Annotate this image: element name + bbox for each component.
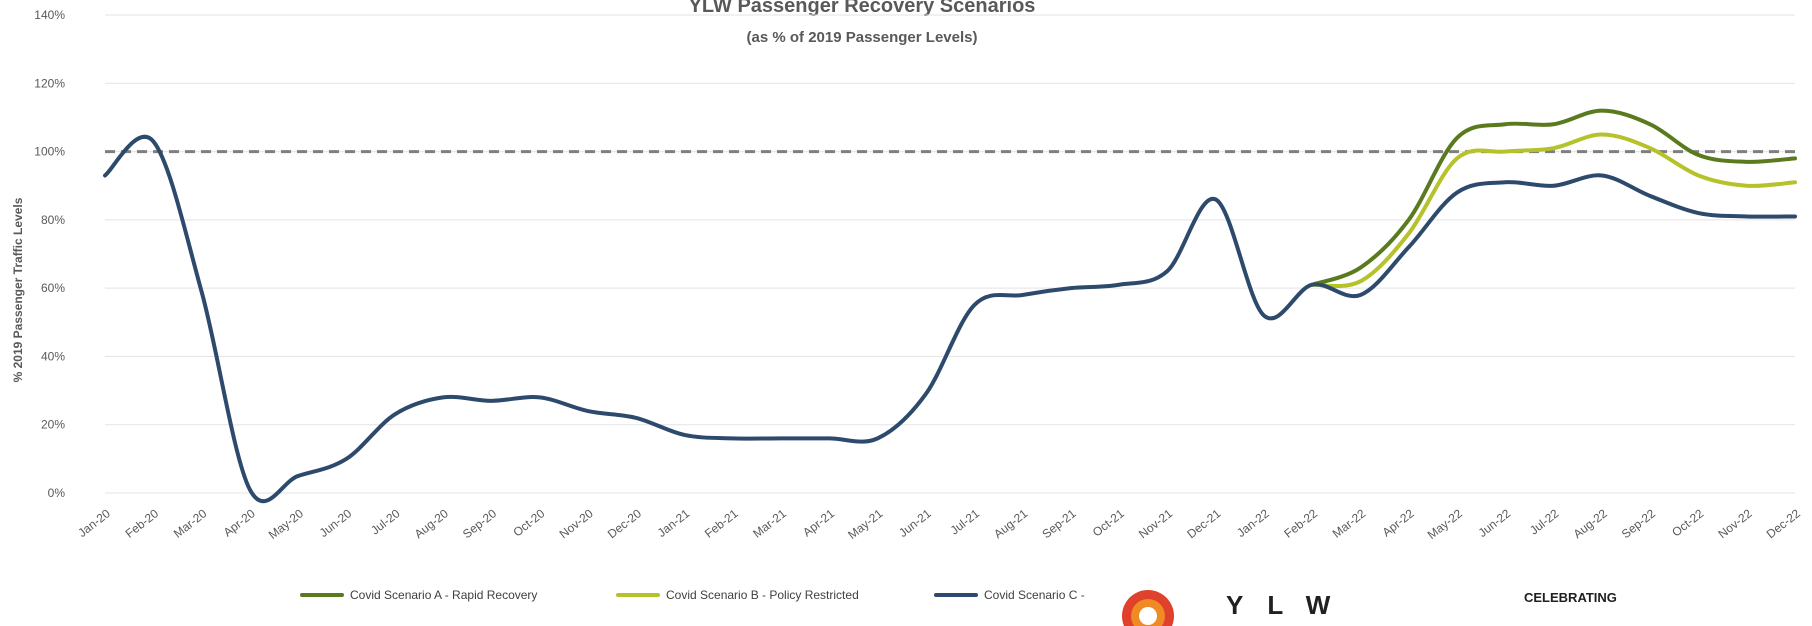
x-tick-label: Sep-21 — [1039, 506, 1078, 541]
x-tick-label: Jan-22 — [1234, 506, 1272, 540]
logo-celebrating-text: CELEBRATING — [1524, 590, 1617, 605]
x-tick-label: Oct-20 — [510, 506, 547, 539]
x-tick-label: Nov-22 — [1715, 506, 1754, 541]
x-tick-label: Jan-20 — [75, 506, 113, 540]
legend-item-c: Covid Scenario C - — [934, 588, 1085, 602]
chart-title: YLW Passenger Recovery Scenarios — [689, 0, 1036, 17]
x-tick-label: Dec-21 — [1184, 506, 1223, 541]
chart-subtitle: (as % of 2019 Passenger Levels) — [747, 29, 978, 46]
x-tick-label: Jul-21 — [948, 506, 983, 537]
legend-label-a: Covid Scenario A - Rapid Recovery — [350, 588, 538, 602]
series-line-a — [1310, 108, 1797, 287]
x-tick-label: Nov-21 — [1136, 506, 1175, 541]
x-tick-label: Jul-20 — [368, 506, 403, 537]
x-tick-label: May-22 — [1425, 506, 1465, 542]
x-tick-label: Mar-21 — [750, 506, 789, 541]
x-tick-label: Jun-22 — [1476, 506, 1514, 540]
ylw-logo-icon — [1122, 590, 1174, 626]
y-tick-label: 80% — [41, 213, 65, 227]
legend-item-a: Covid Scenario A - Rapid Recovery — [300, 588, 537, 602]
x-tick-label: Apr-21 — [800, 506, 837, 539]
x-tick-label: Dec-22 — [1764, 506, 1803, 541]
x-tick-label: Sep-20 — [460, 506, 499, 541]
gridlines — [105, 14, 1795, 494]
x-tick-label: Apr-22 — [1380, 506, 1417, 539]
legend-item-b: Covid Scenario B - Policy Restricted — [616, 588, 859, 602]
legend-swatch-b — [616, 593, 660, 597]
x-tick-label: Feb-22 — [1281, 506, 1320, 541]
series-line-b — [1310, 132, 1797, 289]
series-lines — [103, 108, 1797, 504]
x-tick-label: Dec-20 — [605, 506, 644, 541]
x-tick-label: Oct-22 — [1669, 506, 1706, 539]
chart: YLW Passenger Recovery Scenarios (as % o… — [11, 0, 1803, 542]
x-tick-labels: Jan-20 Feb-20 Mar-20 Apr-20 May-20 Jun-20 Jul-… — [75, 506, 1803, 542]
y-tick-label: 0% — [48, 486, 66, 500]
x-tick-label: Oct-21 — [1090, 506, 1127, 539]
y-tick-label: 40% — [41, 349, 65, 363]
x-tick-label: May-20 — [266, 506, 306, 542]
x-tick-label: Jun-20 — [317, 506, 355, 540]
x-tick-label: Mar-20 — [171, 506, 210, 541]
x-tick-label: Mar-22 — [1330, 506, 1369, 541]
y-tick-label: 20% — [41, 418, 65, 432]
y-tick-label: 100% — [34, 145, 65, 159]
x-tick-label: Jun-21 — [896, 506, 934, 540]
y-tick-label: 140% — [34, 8, 65, 22]
x-tick-label: Aug-21 — [991, 506, 1030, 541]
x-tick-label: Jan-21 — [655, 506, 693, 540]
x-tick-label: Aug-22 — [1571, 506, 1610, 541]
y-tick-labels: 0% 20% 40% 60% 80% 100% 120% 140% — [34, 8, 65, 500]
x-tick-label: Sep-22 — [1619, 506, 1658, 541]
logo-letters: YLW — [1226, 590, 1355, 620]
x-tick-label: Jul-22 — [1527, 506, 1562, 537]
x-tick-label: Feb-20 — [123, 506, 162, 541]
x-tick-label: Aug-20 — [412, 506, 451, 541]
x-tick-label: Apr-20 — [221, 506, 258, 539]
y-tick-label: 120% — [34, 76, 65, 90]
x-tick-label: May-21 — [845, 506, 885, 542]
legend-label-c: Covid Scenario C - — [984, 588, 1085, 602]
legend-swatch-c — [934, 593, 978, 597]
series-line-c — [103, 134, 1797, 504]
legend-label-b: Covid Scenario B - Policy Restricted — [666, 588, 859, 602]
y-tick-label: 60% — [41, 281, 65, 295]
y-axis-label: % 2019 Passenger Traffic Levels — [11, 197, 25, 382]
x-tick-label: Feb-21 — [702, 506, 741, 541]
legend-swatch-a — [300, 593, 344, 597]
x-tick-label: Nov-20 — [557, 506, 596, 541]
